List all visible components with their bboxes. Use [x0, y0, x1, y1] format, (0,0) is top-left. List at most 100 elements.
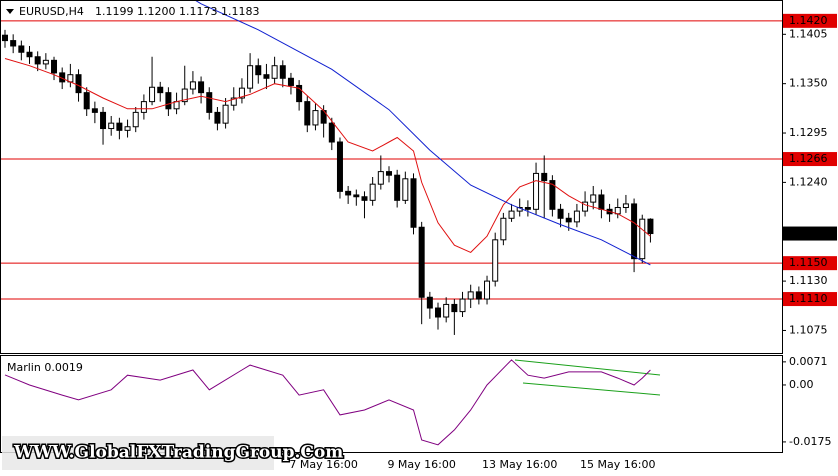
candle-body [426, 296, 433, 309]
y-tick-label: 1.1295 [789, 126, 828, 139]
candle-body [83, 92, 90, 110]
candle-body [590, 194, 597, 203]
candle-body [165, 92, 172, 110]
candle-body [173, 101, 180, 110]
level-label-box [783, 256, 837, 271]
y-tick-label: 0.0071 [789, 355, 828, 368]
candle-body [377, 171, 384, 185]
candle-body [75, 74, 82, 94]
candle-body [312, 110, 319, 126]
candle-body [475, 291, 482, 300]
y-tick-label: 1.1075 [789, 323, 828, 336]
candle-body [435, 307, 442, 318]
candle-body [622, 203, 629, 209]
candle-body [296, 84, 303, 103]
candle-body [508, 210, 515, 219]
indicator-title: Marlin 0.0019 [7, 361, 83, 374]
candle-body [541, 172, 548, 182]
candle-body [271, 65, 278, 79]
candle-body [385, 171, 392, 176]
candle-body [524, 207, 531, 210]
candle-body [149, 86, 156, 103]
main-plot [1, 1, 782, 335]
level-label: 1.1420 [789, 14, 828, 27]
level-label: 1.1150 [789, 256, 828, 269]
candle-body [206, 92, 213, 113]
candle-body [100, 111, 107, 130]
symbol-header: EURUSD,H4 [19, 5, 84, 18]
candle-body [557, 208, 564, 219]
trendline-upper [514, 359, 661, 376]
candle-body [459, 298, 466, 313]
candle-body [230, 97, 237, 106]
candle-body [647, 218, 654, 235]
candle-body [263, 74, 270, 79]
y-tick-label: 0.00 [789, 378, 814, 391]
candle-body [369, 183, 376, 201]
candle-body [443, 303, 450, 318]
level-label-box [783, 152, 837, 167]
candle-body [573, 210, 580, 223]
indicator-line [4, 359, 651, 446]
candle-body [500, 217, 507, 241]
candle-body [353, 194, 360, 198]
candle-body [402, 178, 409, 201]
candle-body [467, 291, 474, 300]
candle-body [181, 88, 188, 103]
axes: 1.1405 1.1350 1.1295 1.1240 1.1130 1.1075 1.14… [289, 14, 837, 471]
watermark-box [2, 436, 274, 470]
x-tick-label: 9 May 16:00 [387, 458, 455, 471]
candle-body [247, 65, 254, 89]
x-tick-label: 7 May 16:00 [289, 458, 357, 471]
candle-body [42, 59, 49, 65]
candle-body [598, 194, 605, 210]
y-tick-label: 1.1130 [789, 274, 828, 287]
level-label: 1.1266 [789, 152, 828, 165]
candle-body [26, 51, 33, 58]
candle-body [157, 86, 164, 94]
candle-body [18, 45, 25, 53]
last-price-box [783, 226, 837, 241]
level-label-box [783, 13, 837, 28]
y-tick-label: 1.1405 [789, 27, 828, 40]
indicator-panel-frame [0, 355, 783, 453]
candle-body [451, 303, 458, 313]
candle-body [410, 178, 417, 228]
candle-body [492, 239, 499, 282]
candle-body [304, 101, 311, 126]
candle-body [140, 101, 147, 113]
candle-body [631, 203, 638, 260]
last-price-label: 1.1183 [789, 227, 828, 240]
y-tick-label: 1.1240 [789, 175, 828, 188]
y-tick-label: -0.0175 [789, 435, 831, 448]
candle-body [34, 56, 41, 65]
candle-body [189, 81, 196, 90]
trendline-lower [522, 382, 661, 396]
candle-body [132, 111, 139, 128]
menu-arrow[interactable] [6, 9, 14, 14]
candle-body [418, 226, 425, 298]
candle-body [287, 77, 294, 86]
moving-average [195, 1, 651, 266]
candle-body [108, 122, 115, 130]
candle-body [222, 104, 229, 124]
level-label-box [783, 292, 837, 307]
candle-body [345, 190, 352, 196]
candle-body [198, 81, 205, 94]
candle-body [116, 122, 123, 131]
candle-body [394, 174, 401, 201]
candle-body [582, 201, 589, 212]
candle-body [2, 34, 8, 42]
indicator-plot [4, 359, 661, 446]
candle-body [639, 218, 646, 260]
candle-body [484, 280, 491, 300]
candle-body [10, 40, 17, 47]
watermark: WWW.GlobalFXTradingGroup.Com [13, 443, 343, 463]
ohlc-header: 1.1199 1.1200 1.1173 1.1183 [95, 5, 259, 18]
candle-body [214, 111, 221, 124]
candle-body [279, 65, 286, 79]
candle-body [238, 87, 245, 99]
x-tick-label: 15 May 16:00 [580, 458, 655, 471]
candle-body [328, 122, 335, 143]
